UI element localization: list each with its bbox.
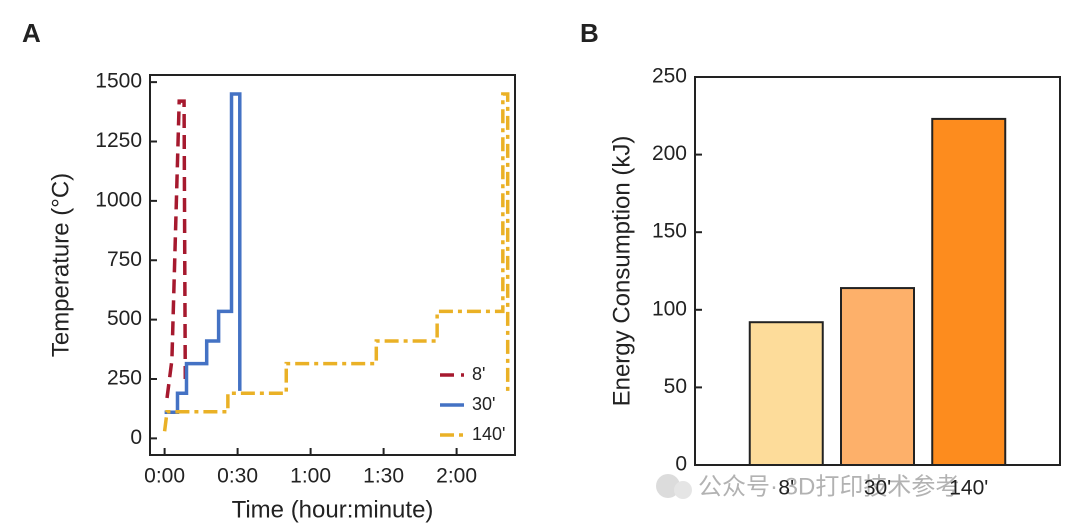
y-tick-label: 1250 bbox=[95, 129, 142, 152]
bar bbox=[840, 287, 915, 466]
x-axis-label: Time (hour:minute) bbox=[232, 496, 434, 523]
panel-label: A bbox=[22, 18, 41, 48]
bar bbox=[931, 117, 1007, 467]
watermark-icon bbox=[656, 474, 692, 499]
x-tick-label: 30' bbox=[864, 477, 891, 500]
y-tick-label: 250 bbox=[652, 65, 687, 88]
series-line bbox=[162, 92, 510, 432]
y-axis-label: Energy Consumption (kJ) bbox=[608, 136, 635, 407]
y-tick-label: 1000 bbox=[95, 188, 142, 211]
series-line bbox=[165, 99, 188, 399]
x-tick-label: 140' bbox=[949, 477, 988, 500]
x-tick-label: 0:30 bbox=[217, 465, 258, 488]
y-tick-label: 200 bbox=[652, 142, 687, 165]
legend-label: 30' bbox=[472, 394, 495, 414]
x-tick-label: 2:00 bbox=[436, 465, 477, 488]
plot-frame bbox=[149, 74, 516, 456]
x-tick-label: 1:00 bbox=[290, 465, 331, 488]
y-tick-label: 250 bbox=[107, 367, 142, 390]
bar bbox=[748, 321, 824, 466]
legend-label: 8' bbox=[472, 364, 485, 384]
x-tick-label: 0:00 bbox=[144, 465, 185, 488]
y-tick-label: 0 bbox=[130, 426, 142, 449]
y-tick-label: 150 bbox=[652, 220, 687, 243]
plot-frame bbox=[694, 76, 1061, 466]
series-line bbox=[164, 92, 242, 414]
x-tick-label: 8' bbox=[778, 477, 794, 500]
x-tick-label: 1:30 bbox=[363, 465, 404, 488]
y-tick-label: 100 bbox=[652, 297, 687, 320]
legend-label: 140' bbox=[472, 424, 505, 444]
y-axis-label: Temperature (°C) bbox=[47, 173, 74, 357]
watermark: 公众号· 3D打印技术参考 bbox=[698, 473, 959, 500]
y-tick-label: 0 bbox=[675, 453, 687, 476]
panel-label: B bbox=[580, 18, 599, 48]
y-tick-label: 500 bbox=[107, 307, 142, 330]
y-tick-label: 1500 bbox=[95, 70, 142, 93]
y-tick-label: 750 bbox=[107, 248, 142, 271]
y-tick-label: 50 bbox=[664, 375, 687, 398]
